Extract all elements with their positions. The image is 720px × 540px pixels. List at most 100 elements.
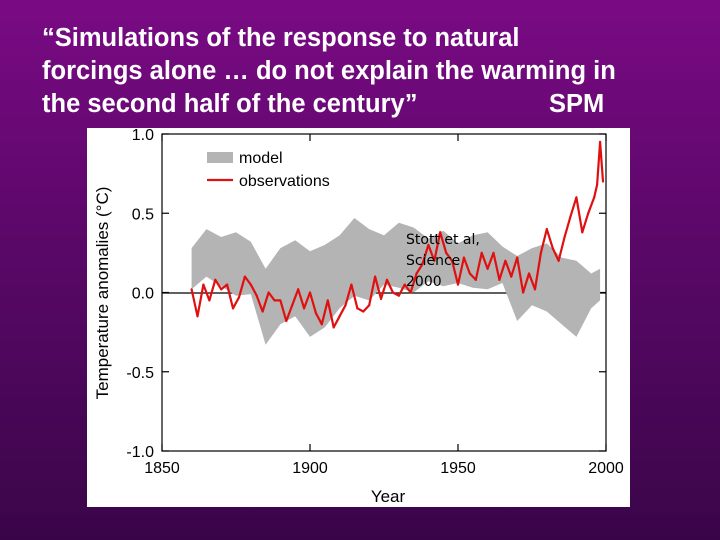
observation-point xyxy=(539,251,542,254)
x-tick-label: 1850 xyxy=(144,460,180,477)
observation-point xyxy=(492,251,495,254)
observation-point xyxy=(433,259,436,262)
observation-point xyxy=(196,315,199,318)
observation-point xyxy=(450,259,454,262)
observation-point xyxy=(474,278,477,281)
observation-point xyxy=(220,288,223,291)
title-tag-spm: SPM xyxy=(549,90,605,118)
figure-panel: -1.0 -0.5 0.0 0.5 1.0 1850 1900 1950 2000 model… xyxy=(87,128,630,507)
observation-point xyxy=(445,251,448,254)
y-axis-label: Temperature anomalies (°C) xyxy=(93,187,112,400)
observation-point xyxy=(320,323,323,326)
observation-point xyxy=(593,196,596,199)
model-envelope-band xyxy=(191,218,601,345)
observations-line xyxy=(190,140,605,329)
observation-point xyxy=(551,247,554,250)
observation-point xyxy=(273,299,276,302)
observation-point xyxy=(397,294,400,297)
x-tick-label: 1950 xyxy=(440,460,476,477)
observation-point xyxy=(563,235,566,239)
observation-point xyxy=(374,275,377,278)
observation-point xyxy=(208,299,211,302)
y-tick-label: 0.5 xyxy=(132,206,154,223)
observation-point xyxy=(231,307,235,310)
observation-point xyxy=(308,291,312,294)
observation-point xyxy=(356,307,359,310)
observation-point xyxy=(338,315,341,318)
title-line-3: the second half of the century” xyxy=(42,90,418,118)
y-tick-label: -1.0 xyxy=(126,444,154,461)
observation-point xyxy=(368,304,371,307)
observation-point xyxy=(202,283,205,286)
x-axis-label: Year xyxy=(371,487,406,506)
observations-points xyxy=(190,140,605,329)
observation-point xyxy=(462,256,466,259)
title-line-1: “Simulations of the response to natural xyxy=(42,24,520,52)
observation-point xyxy=(362,310,365,313)
legend-swatch-model xyxy=(207,152,233,163)
temperature-chart: -1.0 -0.5 0.0 0.5 1.0 1850 1900 1950 2000 model… xyxy=(93,128,624,506)
observation-point xyxy=(297,288,300,291)
observation-point xyxy=(533,288,537,291)
observation-point xyxy=(332,326,335,329)
x-axis-ticks: 1850 1900 1950 2000 xyxy=(144,134,624,477)
citation-credit: Stott et al, Science 2000 xyxy=(406,232,480,290)
observation-point xyxy=(243,275,246,278)
observation-point xyxy=(439,231,442,234)
observation-point xyxy=(385,278,389,281)
observation-point xyxy=(285,319,288,323)
x-tick-label: 2000 xyxy=(588,460,624,477)
observation-point xyxy=(261,310,264,313)
observation-point xyxy=(237,296,241,299)
observation-point xyxy=(421,262,424,266)
observation-point xyxy=(255,294,258,297)
observation-point xyxy=(569,215,572,218)
observation-point xyxy=(279,299,282,302)
observation-point xyxy=(302,307,306,310)
x-tick-label: 1900 xyxy=(292,460,328,477)
legend-label-model: model xyxy=(239,150,283,167)
observation-point xyxy=(344,304,347,307)
slide-title: “Simulations of the response to natural … xyxy=(42,22,702,121)
y-tick-label: 0.0 xyxy=(132,286,154,303)
observation-point xyxy=(504,259,507,262)
observation-point xyxy=(516,256,519,259)
observation-point xyxy=(587,212,590,215)
y-tick-label: -0.5 xyxy=(126,365,154,382)
observation-point xyxy=(403,283,406,286)
observation-point xyxy=(326,299,329,302)
observation-point xyxy=(581,231,584,234)
observation-point xyxy=(415,272,418,275)
legend-label-observations: observations xyxy=(239,173,330,190)
observation-point xyxy=(456,283,460,286)
observation-point xyxy=(575,196,578,199)
observation-point xyxy=(486,267,489,270)
observation-point xyxy=(427,243,430,247)
observation-point xyxy=(596,183,599,186)
observation-point xyxy=(510,275,513,278)
observation-point xyxy=(267,291,270,294)
observation-point xyxy=(498,278,501,281)
observation-point xyxy=(409,291,412,294)
observation-point xyxy=(545,228,548,231)
observation-point xyxy=(557,259,560,262)
title-line-2: forcings alone … do not explain the warm… xyxy=(42,57,616,85)
observation-point xyxy=(226,283,229,286)
observation-point xyxy=(480,251,483,254)
y-tick-label: 1.0 xyxy=(132,128,154,144)
observation-point xyxy=(598,140,602,144)
legend: model observations xyxy=(207,150,330,190)
observation-point xyxy=(350,283,353,286)
observation-point xyxy=(190,288,193,291)
observation-point xyxy=(249,283,252,286)
observation-point xyxy=(522,291,525,294)
observation-point xyxy=(214,278,217,281)
observation-point xyxy=(379,297,383,300)
observation-point xyxy=(527,272,531,275)
observation-point xyxy=(601,180,605,183)
observation-point xyxy=(291,304,294,307)
observation-point xyxy=(391,291,394,294)
observation-point xyxy=(314,312,318,315)
observation-point xyxy=(468,272,471,275)
y-axis-ticks: -1.0 -0.5 0.0 0.5 1.0 xyxy=(126,128,606,461)
